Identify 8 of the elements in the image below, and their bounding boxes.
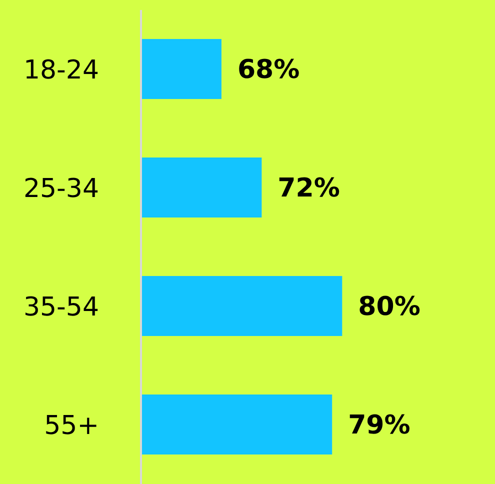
y-tick-label: 18-24 — [23, 55, 99, 86]
y-tick-label: 55+ — [44, 410, 99, 441]
data-label: 68% — [237, 55, 300, 86]
data-label: 80% — [358, 292, 420, 322]
data-label: 79% — [348, 410, 410, 441]
data-label: 72% — [278, 174, 340, 204]
y-tick-label: 35-54 — [23, 292, 99, 322]
y-tick-label: 25-34 — [23, 174, 99, 204]
